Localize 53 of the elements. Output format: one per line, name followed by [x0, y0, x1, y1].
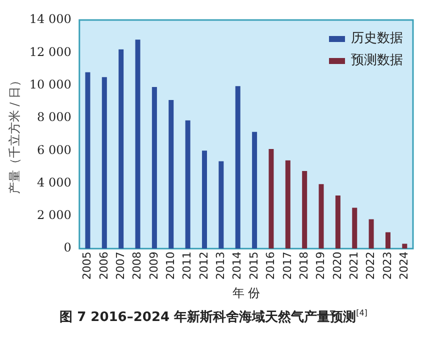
- x-tick-label: 2023: [380, 252, 394, 280]
- bar: [318, 184, 324, 249]
- legend-label: 历史数据: [351, 30, 403, 48]
- y-tick-label: 4 000: [37, 175, 72, 190]
- bar: [335, 196, 340, 249]
- x-tick-label: 2015: [247, 252, 260, 280]
- x-tick-label: 2017: [280, 252, 294, 280]
- x-tick-label: 2022: [364, 252, 378, 280]
- y-tick-label: 0: [64, 240, 72, 255]
- x-tick-label: 2024: [398, 252, 411, 280]
- bar: [268, 149, 274, 249]
- x-tick-label: 2018: [297, 252, 310, 280]
- bar: [135, 40, 140, 249]
- x-axis-title: 年 份: [232, 286, 260, 300]
- x-tick-label: 2007: [114, 252, 127, 280]
- y-tick-label: 2 000: [37, 208, 72, 222]
- bar: [102, 77, 107, 249]
- bar: [152, 86, 157, 249]
- bar: [285, 160, 290, 249]
- bar: [302, 171, 308, 249]
- bar: [235, 86, 240, 249]
- y-tick-label: 8 000: [37, 110, 72, 124]
- y-axis-title: 产量（千立方米 / 日）: [7, 74, 22, 194]
- y-tick-label: 14 000: [29, 12, 72, 26]
- bar: [402, 244, 408, 249]
- bar: [352, 208, 358, 249]
- x-tick-label: 2020: [330, 252, 344, 280]
- bar: [85, 72, 90, 249]
- bar: [202, 150, 207, 249]
- x-tick-label: 2010: [164, 252, 177, 280]
- text: 图 7 2016–2024 年新斯科舍海域天然气产量预测$^{[4]}$: [58, 308, 368, 326]
- bar: [168, 100, 174, 249]
- bar: [218, 161, 224, 249]
- bar: [368, 219, 374, 249]
- bar: [385, 232, 390, 249]
- y-tick-label: 10 000: [29, 77, 72, 92]
- y-tick-label: 6 000: [37, 142, 72, 157]
- x-tick-label: 2012: [197, 252, 210, 280]
- x-tick-label: 2016: [264, 252, 278, 280]
- x-tick-label: 2009: [147, 252, 160, 280]
- x-tick-label: 2019: [314, 252, 328, 280]
- legend-label: 预测数据: [351, 52, 403, 70]
- x-tick-label: 2021: [347, 252, 360, 280]
- bar: [118, 49, 124, 249]
- x-tick-label: 2005: [80, 252, 94, 280]
- x-tick-label: 2014: [230, 252, 244, 280]
- bar: [185, 120, 190, 249]
- y-tick-label: 12 000: [29, 44, 72, 59]
- x-tick-label: 2008: [130, 252, 144, 280]
- x-tick-label: 2013: [214, 252, 228, 280]
- bar: [252, 132, 258, 249]
- x-tick-label: 2006: [97, 252, 110, 280]
- x-tick-label: 2011: [180, 252, 194, 280]
